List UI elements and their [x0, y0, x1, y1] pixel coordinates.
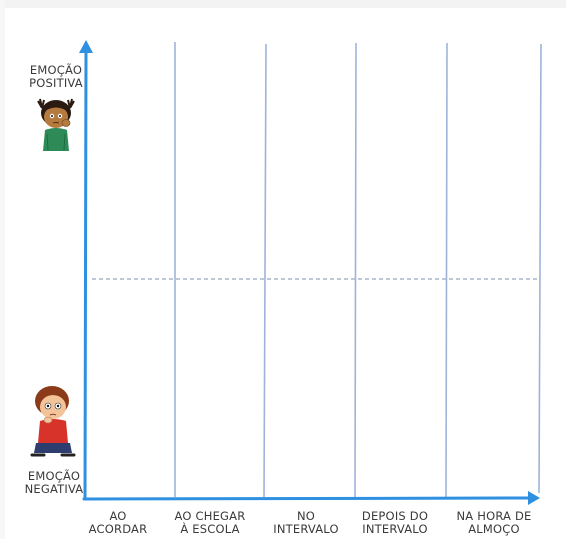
x-label-ao-chegar: AO CHEGAR À ESCOLA — [162, 510, 258, 536]
column-line-5 — [538, 43, 542, 494]
girl-thinking-icon — [37, 98, 75, 151]
x-label-no-intervalo: NO INTERVALO — [258, 510, 354, 536]
x-label-line-1: AO — [109, 509, 127, 523]
x-label-line-2: INTERVALO — [362, 522, 428, 536]
y-axis-arrow-icon — [79, 40, 93, 53]
column-lines — [174, 42, 542, 498]
column-line-3 — [354, 42, 357, 498]
x-label-hora-almoco: NA HORA DE ALMOÇO — [446, 510, 542, 536]
x-axis-arrow-icon — [528, 491, 540, 505]
x-label-line-2: ALMOÇO — [468, 522, 520, 536]
boy-sitting-icon — [30, 386, 76, 457]
y-label-positive-line-1: EMOÇÃO — [29, 63, 83, 77]
x-axis — [82, 491, 540, 505]
y-label-negative-line-2: NEGATIVA — [24, 482, 84, 496]
x-label-line-1: NA HORA DE — [456, 509, 532, 523]
x-label-depois-intervalo: DEPOIS DO INTERVALO — [347, 510, 443, 536]
y-label-positive-line-2: POSITIVA — [29, 76, 83, 90]
x-label-line-2: À ESCOLA — [180, 522, 240, 536]
x-label-ao-acordar: AO ACORDAR — [70, 510, 166, 536]
y-label-positive: EMOÇÃO POSITIVA — [24, 64, 88, 90]
column-line-4 — [445, 42, 448, 498]
x-label-line-2: INTERVALO — [273, 522, 339, 536]
x-label-line-1: DEPOIS DO — [361, 509, 429, 523]
y-label-negative-line-1: EMOÇÃO — [27, 469, 81, 483]
left-border — [0, 0, 5, 539]
top-border — [0, 0, 566, 8]
column-line-2 — [263, 43, 267, 498]
x-label-line-1: AO CHEGAR — [174, 509, 246, 523]
x-label-line-2: ACORDAR — [88, 522, 148, 536]
x-label-line-1: NO — [296, 509, 316, 523]
y-axis — [79, 40, 93, 501]
y-label-negative: EMOÇÃO NEGATIVA — [22, 470, 86, 496]
